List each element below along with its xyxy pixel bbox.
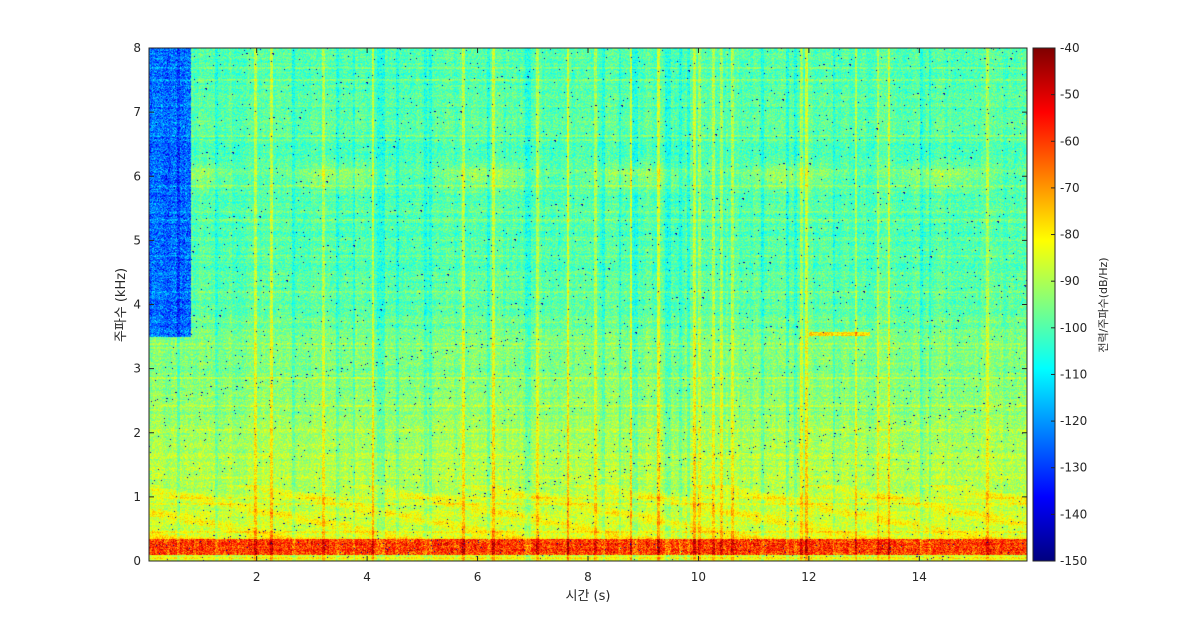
x-tick-label: 6 — [474, 570, 482, 584]
y-tick-label: 6 — [133, 169, 141, 183]
x-axis-label: 시간 (s) — [566, 589, 611, 604]
spectrogram-canvas — [149, 48, 1027, 561]
y-tick-label: 0 — [133, 554, 141, 568]
colorbar-tick-label: -110 — [1060, 367, 1087, 381]
colorbar-tick-label: -150 — [1060, 554, 1087, 568]
colorbar-tick-label: -120 — [1060, 414, 1087, 428]
y-tick-label: 3 — [133, 362, 141, 376]
y-tick-label: 8 — [133, 41, 141, 55]
colorbar-tick-label: -80 — [1060, 228, 1080, 242]
y-axis-label: 주파수 (kHz) — [114, 268, 129, 342]
colorbar-tick-label: -50 — [1060, 88, 1080, 102]
colorbar-tick-label: -140 — [1060, 507, 1087, 521]
colorbar-tick-label: -100 — [1060, 321, 1087, 335]
colorbar-gradient — [1032, 47, 1056, 562]
y-tick-label: 7 — [133, 105, 141, 119]
colorbar-tick-label: -60 — [1060, 134, 1080, 148]
y-axis-ticks: 0 1 2 3 4 5 6 7 8 — [133, 41, 1027, 568]
colorbar: -40 -50 -60 -70 -80 -90 -100 -110 -120 -130 -140 -1… — [1032, 41, 1110, 568]
y-tick-label: 1 — [133, 490, 141, 504]
y-tick-label: 2 — [133, 426, 141, 440]
x-tick-label: 12 — [801, 570, 816, 584]
x-tick-label: 4 — [363, 570, 371, 584]
x-tick-label: 2 — [253, 570, 261, 584]
x-tick-label: 10 — [691, 570, 706, 584]
x-tick-label: 14 — [912, 570, 927, 584]
colorbar-tick-label: -90 — [1060, 274, 1080, 288]
x-axis-ticks: 2 4 6 8 10 12 14 — [253, 48, 927, 584]
spectrogram-heatmap — [149, 48, 1027, 561]
y-tick-label: 4 — [133, 298, 141, 312]
y-tick-label: 5 — [133, 233, 141, 247]
x-tick-label: 8 — [584, 570, 592, 584]
colorbar-tick-label: -130 — [1060, 461, 1087, 475]
colorbar-tick-label: -40 — [1060, 41, 1080, 55]
colorbar-label: 전력/주파수(dB/Hz) — [1097, 257, 1110, 352]
colorbar-ticks: -40 -50 -60 -70 -80 -90 -100 -110 -120 -130 -140 -1… — [1051, 41, 1087, 568]
colorbar-tick-label: -70 — [1060, 181, 1080, 195]
